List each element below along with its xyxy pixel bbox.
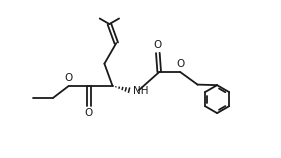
Text: O: O [85, 108, 93, 118]
Text: O: O [154, 40, 162, 50]
Text: O: O [176, 60, 184, 70]
Text: O: O [65, 73, 73, 83]
Text: NH: NH [133, 86, 148, 96]
